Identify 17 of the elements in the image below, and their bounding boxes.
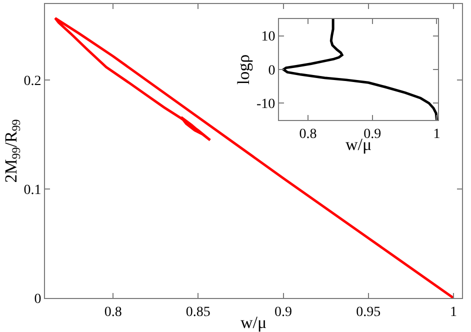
x-tick-label: 0.85 [186, 304, 210, 320]
y-tick-label: 0 [34, 292, 42, 307]
y-tick-label: 0.1 [24, 183, 42, 198]
y-axis-title: logρ [234, 54, 254, 85]
x-tick-label: 1 [433, 126, 440, 142]
y-tick-label: 10 [261, 30, 276, 45]
y-tick-label: -10 [256, 97, 276, 112]
x-tick-label: 1 [450, 304, 457, 320]
x-tick-label: 0.9 [274, 304, 292, 320]
x-tick-label: 0.8 [104, 304, 122, 320]
x-axis-title: w/μ [240, 313, 267, 332]
y-tick-label: 0 [268, 63, 276, 78]
x-tick-label: 0.8 [299, 126, 317, 142]
y-tick-label: 0.2 [24, 74, 42, 90]
line-series [54, 16, 455, 298]
line-series [282, 19, 438, 120]
x-tick-label: 0.95 [356, 304, 381, 320]
